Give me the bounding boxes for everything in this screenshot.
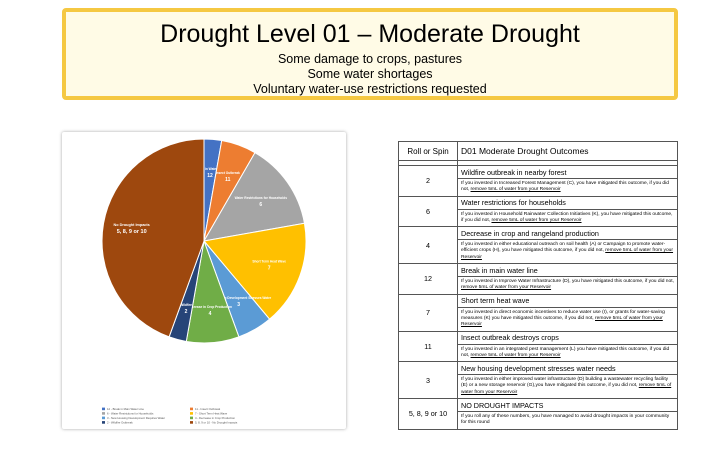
roll-value: 11 — [398, 330, 458, 363]
table-row: 6 Water restrictions for households — [398, 195, 678, 228]
pie-chart-card: D01MODERATE DROUGHTBreak in Water Line12… — [62, 132, 346, 429]
slice-roll-label: 4 — [209, 311, 212, 317]
table-header-row: Roll or Spin D01 Moderate Drought Outcom… — [398, 141, 678, 161]
pie-slice — [203, 222, 307, 320]
legend-swatch — [190, 416, 193, 420]
slice-label: No Drought Impacts — [114, 223, 150, 227]
slice-label: Water Restrictions for Households — [235, 196, 288, 200]
header-roll: Roll or Spin — [398, 141, 458, 161]
legend-entry: 2 - Wildfire Outbreak — [107, 421, 133, 425]
table-row: If you invested in either improved water… — [399, 374, 678, 400]
legend-entry: 7 - Short Term Heat Wave — [195, 412, 228, 416]
legend-swatch — [190, 412, 193, 415]
roll-value: 12 — [398, 263, 458, 295]
slice-roll-label: 11 — [225, 177, 231, 183]
slice-label: Decrease in Crop Production — [188, 305, 232, 309]
outcome-title: NO DROUGHT IMPACTS — [457, 398, 678, 413]
legend-entry: 4 - Decrease in Crop Production — [195, 416, 235, 420]
slice-roll-label: 2 — [185, 309, 188, 315]
outcomes-table: Roll or Spin D01 Moderate Drought Outcom… — [398, 141, 678, 430]
legend-swatch — [190, 407, 193, 411]
roll-value: 2 — [398, 165, 458, 197]
roll-value: 7 — [398, 293, 458, 332]
outcome-description: If you invested in either educational ou… — [457, 239, 678, 265]
pie-chart: D01MODERATE DROUGHTBreak in Water Line12… — [101, 138, 307, 425]
legend-swatch — [190, 421, 193, 424]
slice-label: Short Term Heat Wave — [252, 260, 286, 264]
slice-roll-label: 3 — [237, 302, 240, 308]
legend-entry: 6 - Water Restrictions for Households — [107, 412, 154, 416]
outcome-description: If you invested in either improved water… — [457, 374, 678, 400]
outcome-description: If you invested in an integrated pest ma… — [457, 343, 678, 363]
outcome-description: If you roll any of these numbers, you ha… — [457, 411, 678, 430]
table-row: 7 Short term heat wave — [398, 293, 678, 332]
slice-label: Insect Outbreak — [216, 171, 240, 175]
title-box: Drought Level 01 – Moderate Drought Some… — [62, 8, 678, 100]
slice-label: Wildfire — [180, 303, 192, 307]
reservoir-phrase: remove 5mL of water from your Reservoir — [461, 315, 663, 328]
table-row: If you invested in direct economic incen… — [399, 306, 678, 332]
legend-swatch — [102, 407, 105, 411]
outcome-title: Decrease in crop and rangeland productio… — [457, 226, 678, 241]
outcome-description: If you invested in Household Rainwater C… — [457, 208, 678, 228]
header-outcome: D01 Moderate Drought Outcomes — [457, 141, 678, 161]
reservoir-phrase: remove 5mL of water from your Reservoir — [470, 187, 561, 193]
slice-label: Break in Water Line — [195, 167, 225, 171]
legend-swatch — [102, 412, 105, 415]
table-row: 2 Wildfire outbreak in nearby forest — [398, 165, 678, 197]
pie-slice — [203, 151, 306, 242]
legend-entry: 5, 8, 9 or 10 - No Drought Impacts — [195, 421, 238, 425]
roll-value: 4 — [398, 226, 458, 265]
table-row: 5, 8, 9 or 10 NO DROUGHT IMPACTS — [398, 398, 678, 430]
table-row: If you invested in either educational ou… — [399, 239, 678, 265]
subtitle-line-2: Some water shortages — [307, 67, 433, 81]
table-row: If you roll any of these numbers, you ha… — [399, 411, 678, 430]
slice-label: New Housing Development Stresses Water — [206, 296, 272, 300]
legend-swatch — [102, 421, 105, 424]
outcome-description: If you invested in Increased Forest Mana… — [457, 178, 678, 197]
slice-roll-label: 12 — [207, 173, 213, 179]
outcome-description: If you invested in Improve Water Infrast… — [457, 276, 678, 295]
page-title: Drought Level 01 – Moderate Drought — [160, 20, 580, 48]
outcome-title: New housing development stresses water n… — [457, 361, 678, 376]
reservoir-phrase: remove 5mL of water from your Reservoir — [461, 248, 674, 260]
reservoir-phrase: remove 5mL of water from your Reservoir — [491, 217, 582, 223]
pie-slice — [101, 138, 205, 338]
legend-entry: 12 - Break in Main Water Line — [107, 407, 144, 411]
subtitle-line-1: Some damage to crops, pastures — [277, 52, 463, 66]
slice-roll-label: 7 — [268, 266, 271, 272]
outcome-title: Break in main water line — [457, 263, 678, 278]
slice-roll-label: 6 — [259, 202, 262, 208]
reservoir-phrase: remove 5mL of water from your Reservoir — [461, 285, 552, 291]
table-row: 11 Insect outbreak destroys crops — [398, 330, 678, 363]
subtitle-line-3: Voluntary water-use restrictions request… — [253, 82, 487, 96]
table-row: 12 Break in main water line — [398, 263, 678, 295]
outcome-title: Insect outbreak destroys crops — [457, 330, 678, 345]
legend-entry: 11 - Insect Outbreak — [195, 407, 221, 411]
legend-swatch — [102, 416, 105, 420]
slice-roll-label: 5, 8, 9 or 10 — [117, 229, 147, 235]
outcome-title: Water restrictions for households — [457, 195, 678, 210]
roll-value: 5, 8, 9 or 10 — [398, 398, 458, 430]
roll-value: 3 — [398, 361, 458, 400]
outcome-title: Wildfire outbreak in nearby forest — [457, 165, 678, 179]
outcome-title: Short term heat wave — [457, 293, 678, 308]
table-row: 4 Decrease in crop and rangeland producti… — [398, 226, 678, 265]
outcome-description: If you invested in direct economic incen… — [457, 306, 678, 332]
reservoir-phrase: remove 5mL of water from your Reservoir — [470, 352, 561, 358]
legend-entry: 3 - New Housing Development Requires Wat… — [107, 416, 165, 420]
table-row: 3 New housing development stresses water … — [398, 361, 678, 400]
reservoir-phrase: remove 5mL of water from your Reservoir — [461, 383, 672, 395]
roll-value: 6 — [398, 195, 458, 228]
